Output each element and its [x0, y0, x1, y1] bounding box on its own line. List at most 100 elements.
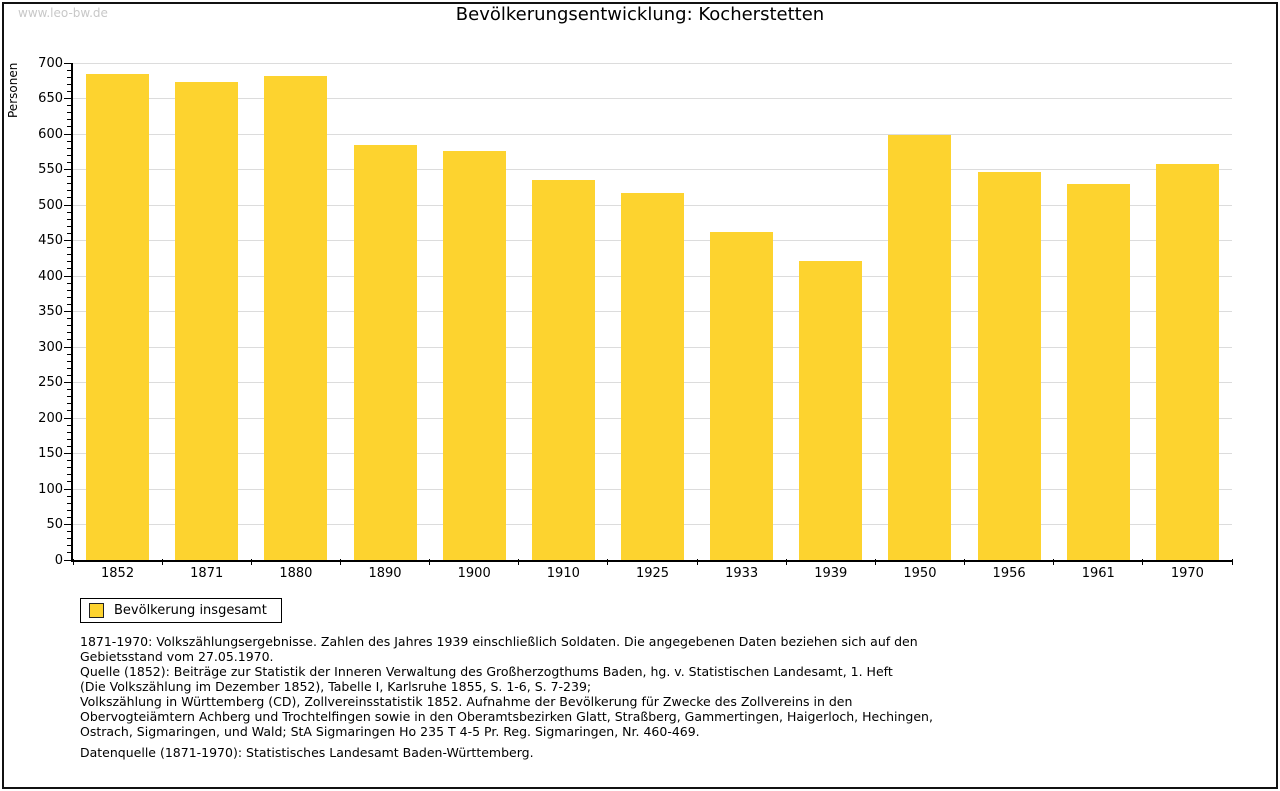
footnotes: 1871-1970: Volkszählungsergebnisse. Zahl…	[80, 634, 933, 739]
y-axis-tick-label: 500	[38, 197, 63, 213]
y-axis-minor-tick	[67, 105, 71, 107]
x-axis-tick-label: 1933	[725, 566, 759, 581]
footnote-line: 1871-1970: Volkszählungsergebnisse. Zahl…	[80, 634, 918, 649]
y-axis-major-tick	[64, 133, 71, 135]
x-axis-tick	[518, 559, 520, 565]
y-axis-minor-tick	[67, 147, 71, 149]
y-axis-minor-tick	[67, 126, 71, 128]
x-axis-tick-label: 1880	[279, 566, 313, 581]
bar	[799, 261, 863, 560]
y-axis-tick-label: 50	[46, 517, 63, 532]
y-axis-major-tick	[64, 62, 71, 64]
bar	[86, 73, 150, 560]
y-axis-tick-label: 300	[38, 339, 63, 355]
y-axis-tick-label: 600	[38, 126, 63, 142]
y-axis-minor-tick	[67, 225, 71, 227]
y-axis-minor-tick	[67, 197, 71, 199]
y-axis-minor-tick	[67, 552, 71, 554]
chart-title: Bevölkerungsentwicklung: Kocherstetten	[455, 4, 825, 25]
x-axis-tick-label: 1970	[1170, 566, 1204, 581]
y-axis-minor-tick	[67, 332, 71, 334]
bar	[175, 82, 239, 560]
y-axis-title: Personen	[6, 62, 20, 118]
y-axis-minor-tick	[67, 76, 71, 78]
y-axis-minor-tick	[67, 190, 71, 192]
bar	[442, 151, 506, 560]
y-axis-minor-tick	[67, 325, 71, 327]
footnote-line: (Die Volkszählung im Dezember 1852), Tab…	[80, 679, 592, 694]
y-axis-minor-tick	[67, 69, 71, 71]
y-axis-minor-tick	[67, 83, 71, 85]
bar	[710, 231, 774, 560]
bar	[621, 192, 684, 560]
y-axis-major-tick	[64, 311, 71, 312]
y-axis-minor-tick	[67, 268, 71, 270]
y-axis-minor-tick	[67, 282, 71, 284]
y-axis-line	[71, 63, 73, 560]
footnote-line: Quelle (1852): Beiträge zur Statistik de…	[80, 664, 893, 679]
y-axis-minor-tick	[67, 360, 71, 362]
x-axis-tick-label: 1950	[903, 566, 937, 581]
gridline	[73, 169, 1232, 170]
y-axis-tick-label: 0	[54, 552, 63, 568]
y-axis-minor-tick	[67, 431, 71, 433]
gridline	[73, 133, 1232, 135]
gridline	[73, 62, 1232, 64]
y-axis-minor-tick	[67, 296, 71, 298]
x-axis-tick	[72, 559, 74, 565]
y-axis-minor-tick	[67, 339, 71, 341]
y-axis-tick-label: 200	[38, 410, 63, 426]
x-axis-tick	[696, 559, 698, 565]
y-axis-tick-label: 700	[38, 55, 63, 71]
x-axis-tick	[429, 559, 431, 565]
plot-area: 0 50 100 150 200 250 300 350 400 450 500 550 600 650 7…	[38, 57, 1233, 581]
y-axis-minor-tick	[67, 318, 71, 320]
y-axis-minor-tick	[67, 531, 71, 533]
y-axis-minor-tick	[67, 261, 71, 263]
footnote-line: Gebietsstand vom 27.05.1970.	[80, 649, 274, 664]
y-axis-major-tick	[64, 524, 71, 525]
y-axis-minor-tick	[67, 353, 71, 355]
x-axis-tick	[1231, 559, 1233, 565]
bar	[264, 75, 328, 560]
y-axis-minor-tick	[67, 232, 71, 234]
x-axis-tick	[1053, 559, 1055, 565]
legend: Bevölkerung insgesamt	[80, 598, 282, 623]
y-axis-minor-tick	[67, 374, 71, 376]
y-axis-major-tick	[64, 275, 71, 277]
x-axis-tick-label: 1910	[546, 566, 580, 581]
y-axis-minor-tick	[67, 538, 71, 540]
bar	[1155, 163, 1219, 560]
y-axis-minor-tick	[67, 303, 71, 305]
x-axis-tick-label: 1939	[814, 566, 848, 581]
legend-swatch	[89, 603, 104, 618]
x-axis-tick-label: 1925	[635, 566, 670, 581]
y-axis-major-tick	[64, 98, 71, 99]
y-axis-minor-tick	[67, 445, 71, 447]
x-axis-tick	[1142, 559, 1144, 565]
y-axis-minor-tick	[67, 183, 71, 185]
bar	[1066, 183, 1130, 560]
y-axis-minor-tick	[67, 410, 71, 412]
y-axis-tick-label: 550	[38, 162, 63, 177]
y-axis-minor-tick	[67, 516, 71, 518]
y-axis-minor-tick	[67, 90, 71, 92]
y-axis-minor-tick	[67, 112, 71, 114]
y-axis-minor-tick	[67, 211, 71, 213]
y-axis-major-tick	[64, 382, 71, 383]
x-axis-tick	[339, 559, 341, 565]
y-axis-tick-label: 350	[38, 304, 63, 319]
x-axis-tick	[964, 559, 966, 565]
y-axis-tick-label: 650	[38, 91, 63, 106]
x-axis-tick-label: 1852	[101, 566, 135, 581]
footnote-line: Ostrach, Sigmaringen, und Wald; StA Sigm…	[80, 724, 700, 739]
y-axis-major-tick	[64, 240, 71, 241]
y-axis-tick-label: 100	[38, 481, 63, 497]
watermark: www.leo-bw.de	[18, 6, 108, 20]
y-axis-tick-label: 250	[38, 375, 63, 390]
y-axis-minor-tick	[67, 460, 71, 462]
y-axis-minor-tick	[67, 509, 71, 511]
bar	[977, 171, 1041, 560]
datasource-line: Datenquelle (1871-1970): Statistisches L…	[80, 745, 534, 760]
y-axis-minor-tick	[67, 367, 71, 369]
